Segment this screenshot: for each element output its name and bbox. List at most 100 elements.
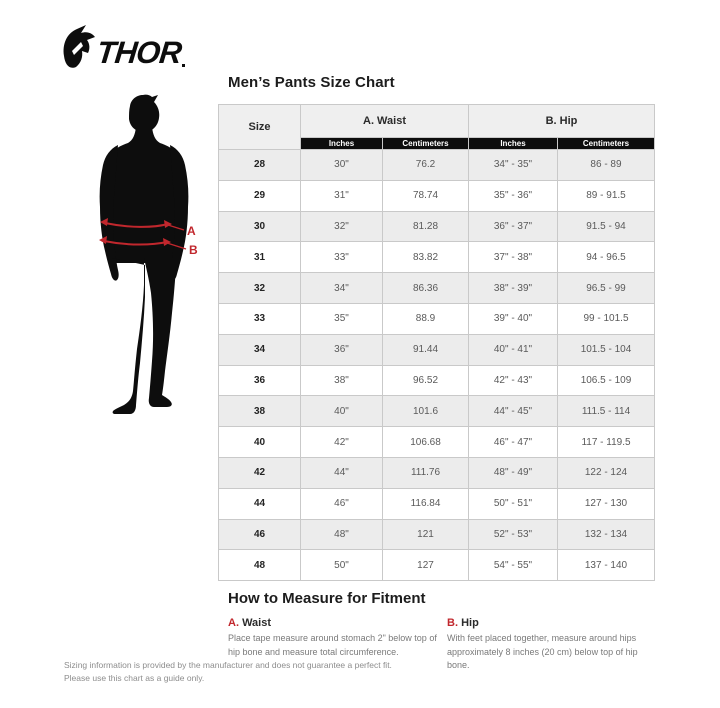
size-cell: 36	[218, 364, 301, 397]
torso-silhouette	[106, 127, 182, 263]
size-cell: 44	[218, 487, 301, 520]
table-cell: 34" - 35"	[468, 149, 558, 181]
table-group-header-row: Size A. Waist B. Hip	[218, 104, 655, 150]
table-cell: 35"	[300, 302, 383, 335]
table-cell: 78.74	[382, 179, 469, 212]
thor-wordmark: THOR	[95, 35, 184, 70]
table-cell: 122 - 124	[557, 456, 655, 489]
measure-hip-prefix: B.	[447, 617, 458, 629]
table-sub-header-row: Inches Centimeters Inches Centimeters	[219, 137, 655, 150]
disclaimer-line-1: Sizing information is provided by the ma…	[64, 660, 392, 670]
table-cell: 99 - 101.5	[557, 302, 655, 335]
table-cell: 88.9	[382, 302, 469, 335]
column-header-size: Size	[218, 104, 301, 150]
table-row: 29 31" 78.74 35" - 36" 89 - 91.5	[218, 179, 655, 212]
table-cell: 76.2	[382, 149, 469, 181]
measure-waist-name: Waist	[242, 617, 271, 629]
table-row: 38 40" 101.6 44" - 45" 111.5 - 114	[218, 395, 655, 428]
column-header-hip: B. Hip	[468, 104, 655, 138]
table-cell: 50"	[300, 549, 383, 582]
left-leg-silhouette	[112, 258, 145, 414]
measurement-figure: A B	[73, 94, 221, 416]
measure-hip-name: Hip	[461, 617, 479, 629]
table-cell: 137 - 140	[557, 549, 655, 582]
table-cell: 35" - 36"	[468, 179, 558, 212]
table-cell: 38"	[300, 364, 383, 397]
table-cell: 34"	[300, 272, 383, 304]
table-cell: 33"	[300, 241, 383, 274]
table-cell: 36"	[300, 333, 383, 366]
table-cell: 111.76	[382, 456, 469, 489]
table-cell: 46"	[300, 487, 383, 520]
measure-hip-label: B. Hip	[447, 617, 652, 629]
table-cell: 83.82	[382, 241, 469, 274]
table-row: 48 50" 127 54" - 55" 137 - 140	[218, 549, 655, 582]
subheader-waist-inches: Inches	[300, 137, 383, 150]
measure-waist-prefix: A.	[228, 617, 239, 629]
table-cell: 132 - 134	[557, 518, 655, 551]
table-row: 33 35" 88.9 39" - 40" 99 - 101.5	[218, 302, 655, 335]
table-row: 42 44" 111.76 48" - 49" 122 - 124	[218, 456, 655, 489]
thor-logo: THOR	[60, 24, 190, 76]
size-cell: 28	[218, 149, 301, 181]
table-cell: 94 - 96.5	[557, 241, 655, 274]
table-row: 30 32" 81.28 36" - 37" 91.5 - 94	[218, 210, 655, 243]
table-cell: 48" - 49"	[468, 456, 558, 489]
table-cell: 46" - 47"	[468, 426, 558, 458]
measure-section-hip: B. Hip With feet placed together, measur…	[447, 617, 652, 673]
table-cell: 81.28	[382, 210, 469, 243]
size-cell: 31	[218, 241, 301, 274]
hip-leader-line	[166, 242, 187, 250]
table-cell: 91.5 - 94	[557, 210, 655, 243]
subheader-waist-centimeters: Centimeters	[382, 137, 469, 150]
table-cell: 48"	[300, 518, 383, 551]
table-cell: 101.6	[382, 395, 469, 428]
table-row: 34 36" 91.44 40" - 41" 101.5 - 104	[218, 333, 655, 366]
waist-leader-line	[167, 224, 185, 231]
table-cell: 121	[382, 518, 469, 551]
table-cell: 44" - 45"	[468, 395, 558, 428]
measure-waist-label: A. Waist	[228, 617, 443, 629]
table-cell: 101.5 - 104	[557, 333, 655, 366]
measure-hip-description: With feet placed together, measure aroun…	[447, 633, 638, 670]
table-cell: 36" - 37"	[468, 210, 558, 243]
size-cell: 29	[218, 179, 301, 212]
table-cell: 117 - 119.5	[557, 426, 655, 458]
table-cell: 111.5 - 114	[557, 395, 655, 428]
table-cell: 96.52	[382, 364, 469, 397]
table-cell: 44"	[300, 456, 383, 489]
measure-waist-description: Place tape measure around stomach 2" bel…	[228, 633, 437, 657]
right-arm-silhouette	[169, 145, 189, 281]
how-to-measure-title: How to Measure for Fitment	[228, 590, 426, 607]
hip-measure-line	[103, 240, 168, 246]
table-cell: 86 - 89	[557, 149, 655, 181]
head-silhouette	[129, 94, 160, 132]
table-row: 46 48" 121 52" - 53" 132 - 134	[218, 518, 655, 551]
table-cell: 116.84	[382, 487, 469, 520]
size-cell: 38	[218, 395, 301, 428]
table-cell: 50" - 51"	[468, 487, 558, 520]
size-cell: 48	[218, 549, 301, 582]
table-row: 32 34" 86.36 38" - 39" 96.5 - 99	[218, 272, 655, 304]
hip-label-b: B	[189, 243, 198, 257]
table-cell: 106.68	[382, 426, 469, 458]
size-cell: 40	[218, 426, 301, 458]
table-cell: 96.5 - 99	[557, 272, 655, 304]
table-cell: 40" - 41"	[468, 333, 558, 366]
table-cell: 89 - 91.5	[557, 179, 655, 212]
right-leg-silhouette	[144, 258, 176, 407]
table-row: 40 42" 106.68 46" - 47" 117 - 119.5	[218, 426, 655, 458]
waist-measure-line	[104, 222, 169, 228]
size-cell: 33	[218, 302, 301, 335]
disclaimer-line-2: Please use this chart as a guide only.	[64, 673, 205, 684]
table-cell: 38" - 39"	[468, 272, 558, 304]
size-cell: 42	[218, 456, 301, 489]
table-row: 31 33" 83.82 37" - 38" 94 - 96.5	[218, 241, 655, 274]
subheader-hip-inches: Inches	[468, 137, 558, 150]
subheader-hip-centimeters: Centimeters	[557, 137, 655, 150]
measure-section-waist: A. Waist Place tape measure around stoma…	[228, 617, 443, 659]
column-header-waist: A. Waist	[300, 104, 469, 138]
body-silhouette-graphic: A B	[99, 94, 198, 414]
size-cell: 34	[218, 333, 301, 366]
